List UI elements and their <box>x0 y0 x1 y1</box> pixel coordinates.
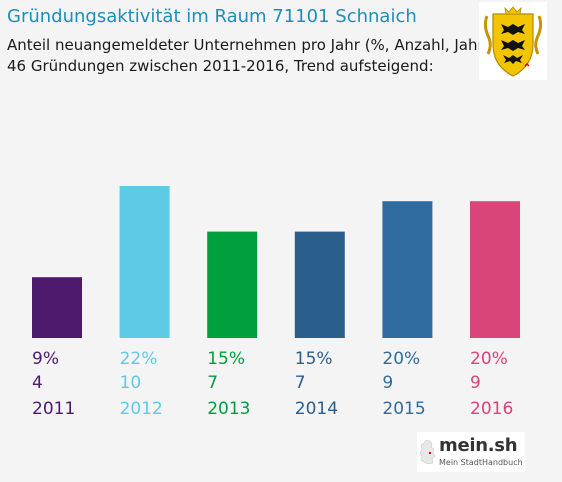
year-label-2013: 2013 <box>207 399 250 419</box>
logo-tagline: Mein StadtHandbuch <box>439 458 523 467</box>
count-label-2016: 9 <box>470 373 481 393</box>
chart-summary: 46 Gründungen zwischen 2011-2016, Trend … <box>7 57 434 75</box>
year-label-2014: 2014 <box>295 399 338 419</box>
year-label-2012: 2012 <box>120 399 163 419</box>
bar-2011 <box>32 277 82 338</box>
germany-map-icon <box>420 440 436 464</box>
year-label-2011: 2011 <box>32 399 75 419</box>
bar-2015 <box>382 201 433 338</box>
percent-label-2012: 22% <box>120 349 158 369</box>
bar-2014 <box>294 231 345 338</box>
year-label-2016: 2016 <box>470 399 513 419</box>
percent-label-2013: 15% <box>207 349 245 369</box>
mein-sh-logo: mein.sh Mein StadtHandbuch <box>417 432 525 472</box>
year-label-2015: 2015 <box>382 399 425 419</box>
logo-name: mein.sh <box>439 435 518 456</box>
count-label-2015: 9 <box>382 373 393 393</box>
coat-of-arms-icon <box>479 2 547 80</box>
bar-2016 <box>470 201 520 338</box>
bar-2012 <box>119 186 170 338</box>
count-label-2011: 4 <box>32 373 43 393</box>
count-label-2014: 7 <box>295 373 306 393</box>
count-label-2012: 10 <box>120 373 142 393</box>
percent-label-2011: 9% <box>32 349 59 369</box>
chart-title: Gründungsaktivität im Raum 71101 Schnaic… <box>7 6 417 27</box>
percent-label-2016: 20% <box>470 349 508 369</box>
percent-label-2014: 15% <box>295 349 333 369</box>
bar-2013 <box>207 231 258 338</box>
percent-label-2015: 20% <box>382 349 420 369</box>
chart-subtitle: Anteil neuangemeldeter Unternehmen pro J… <box>7 36 490 54</box>
count-label-2013: 7 <box>207 373 218 393</box>
